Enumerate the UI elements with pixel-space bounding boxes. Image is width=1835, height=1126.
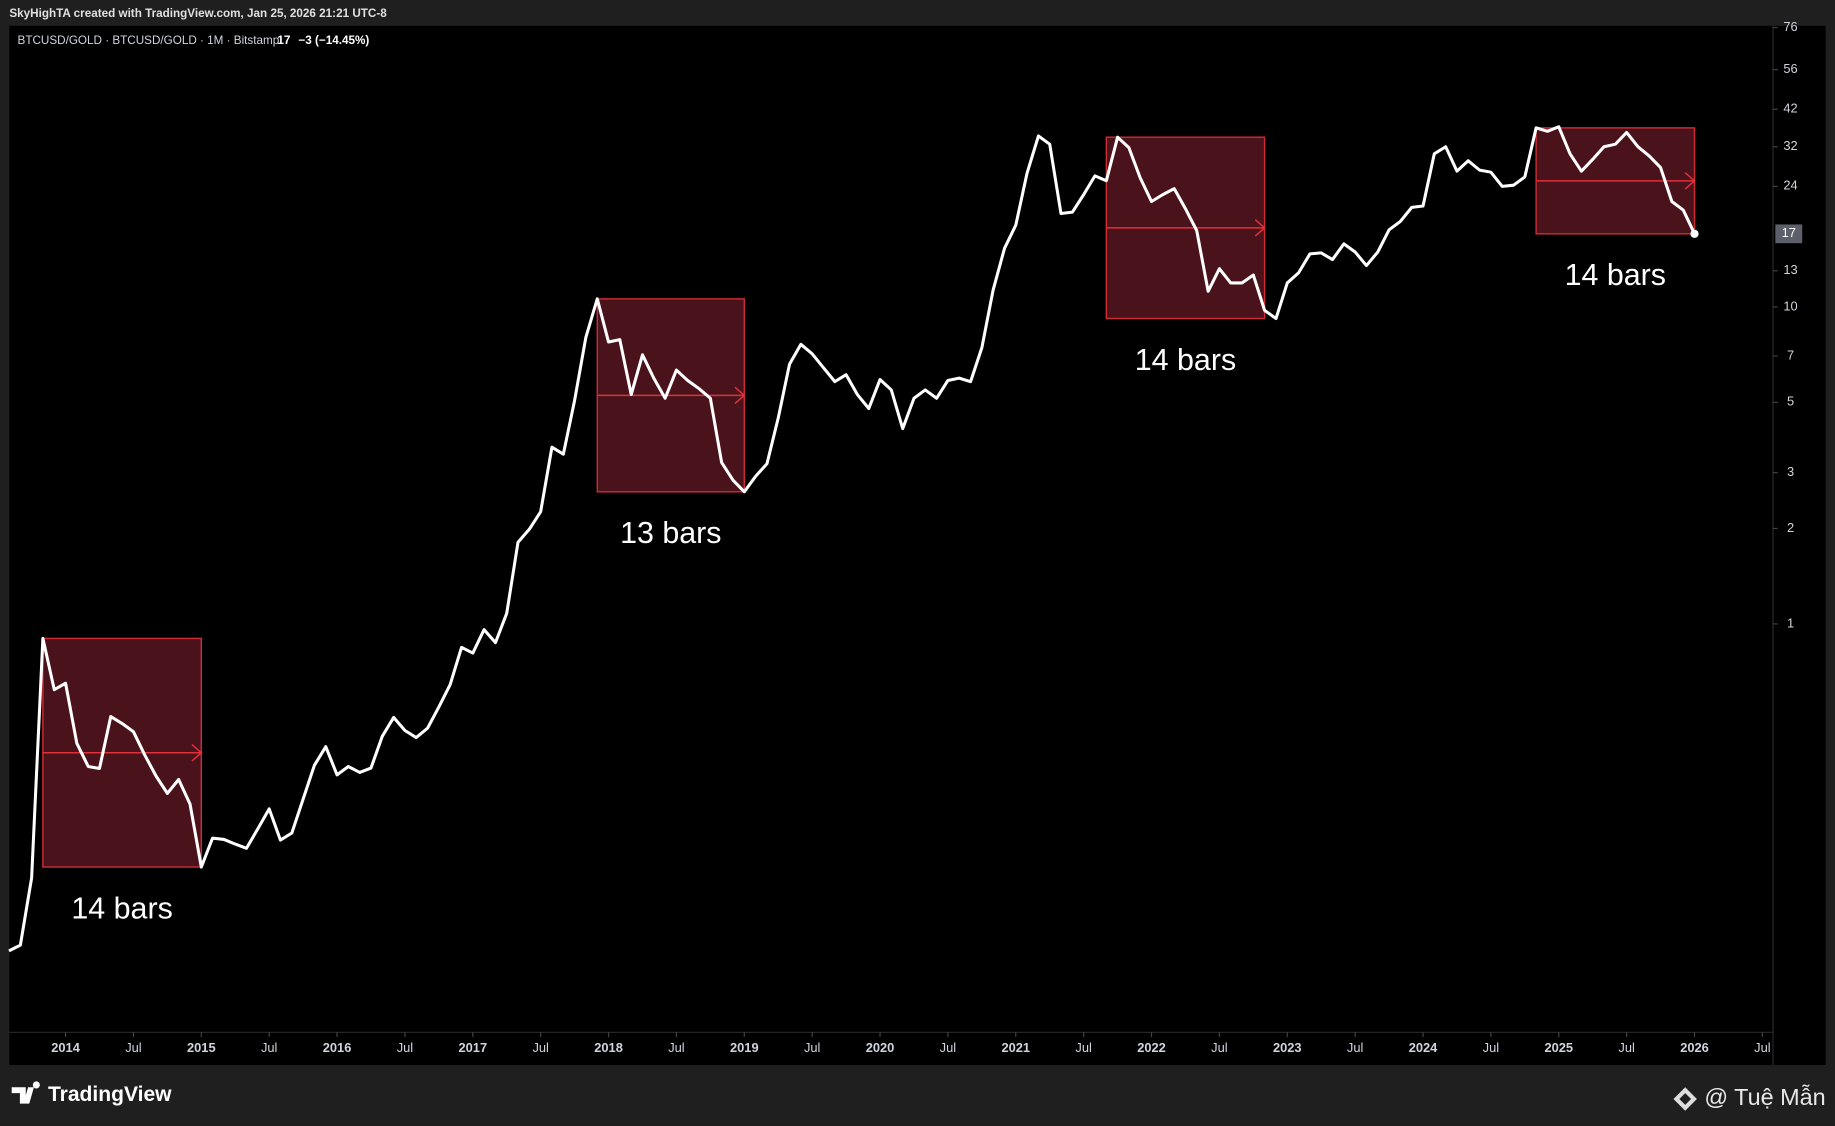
x-tick-label: Jul <box>804 1040 820 1055</box>
x-tick-label: Jul <box>1347 1040 1363 1055</box>
y-tick-label: 2 <box>1787 520 1794 535</box>
logo: TradingView <box>11 1081 172 1106</box>
x-tick-label: 2014 <box>51 1040 80 1055</box>
range-arrow <box>42 743 203 762</box>
x-tick-label: Jul <box>532 1040 548 1055</box>
x-tick-label: Jul <box>668 1040 684 1055</box>
x-tick-label: 2018 <box>594 1040 623 1055</box>
x-tick-label: Jul <box>1618 1040 1634 1055</box>
range-label: 14 bars <box>1135 343 1236 377</box>
x-tick-label: Jul <box>1483 1040 1499 1055</box>
y-tick-label: 5 <box>1787 394 1794 409</box>
x-tick-label: 2017 <box>458 1040 487 1055</box>
last-point <box>1690 229 1699 238</box>
x-tick-label: Jul <box>1754 1040 1770 1055</box>
price-marker-label: 17 <box>1782 225 1796 240</box>
x-tick-label: 2023 <box>1273 1040 1302 1055</box>
y-tick-label: 24 <box>1783 178 1797 193</box>
x-tick-label: 2026 <box>1680 1040 1709 1055</box>
x-tick-label: 2021 <box>1001 1040 1030 1055</box>
y-tick-label: 32 <box>1783 138 1797 153</box>
y-tick-label: 1 <box>1787 615 1794 630</box>
y-tick-label: 56 <box>1783 61 1797 76</box>
y-tick-label: 13 <box>1783 262 1797 277</box>
plot-area <box>9 25 1826 1066</box>
x-tick-label: Jul <box>1211 1040 1227 1055</box>
range-label: 14 bars <box>1565 258 1666 292</box>
legend-price: 17 <box>277 34 290 47</box>
y-tick-label: 10 <box>1783 298 1797 313</box>
range-arrow <box>597 386 746 405</box>
x-tick-label: Jul <box>1075 1040 1091 1055</box>
x-tick-label: Jul <box>125 1040 141 1055</box>
range-arrow <box>1536 172 1696 190</box>
y-tick-label: 7 <box>1787 347 1794 362</box>
legend-symbol: BTCUSD/GOLD · BTCUSD/GOLD · 1M · Bitstam… <box>18 34 280 47</box>
price-marker <box>1775 224 1803 244</box>
x-tick-label: Jul <box>397 1040 413 1055</box>
x-tick-label: 2015 <box>187 1040 216 1055</box>
logo-mark <box>11 1081 40 1104</box>
watermark: @ Tuệ Mẫn <box>1704 1084 1825 1110</box>
x-tick-label: 2019 <box>730 1040 759 1055</box>
x-tick-label: 2022 <box>1137 1040 1166 1055</box>
credit: SkyHighTA created with TradingView.com, … <box>9 7 387 20</box>
x-tick-label: 2024 <box>1409 1040 1438 1055</box>
price-line <box>8 125 1696 953</box>
legend-change: −3 (−14.45%) <box>298 34 369 47</box>
x-tick-label: Jul <box>261 1040 277 1055</box>
x-tick-label: Jul <box>940 1040 956 1055</box>
y-tick-label: 42 <box>1783 101 1797 116</box>
range-label: 14 bars <box>71 891 172 925</box>
watermark-icon <box>1673 1087 1697 1111</box>
y-tick-label: 76 <box>1783 19 1797 34</box>
x-tick-label: 2016 <box>323 1040 352 1055</box>
x-tick-label: 2025 <box>1544 1040 1573 1055</box>
x-tick-label: 2020 <box>866 1040 895 1055</box>
range-arrow <box>1106 219 1266 237</box>
brand: TradingView <box>48 1083 172 1106</box>
y-tick-label: 3 <box>1787 464 1794 479</box>
range-label: 13 bars <box>620 516 721 550</box>
